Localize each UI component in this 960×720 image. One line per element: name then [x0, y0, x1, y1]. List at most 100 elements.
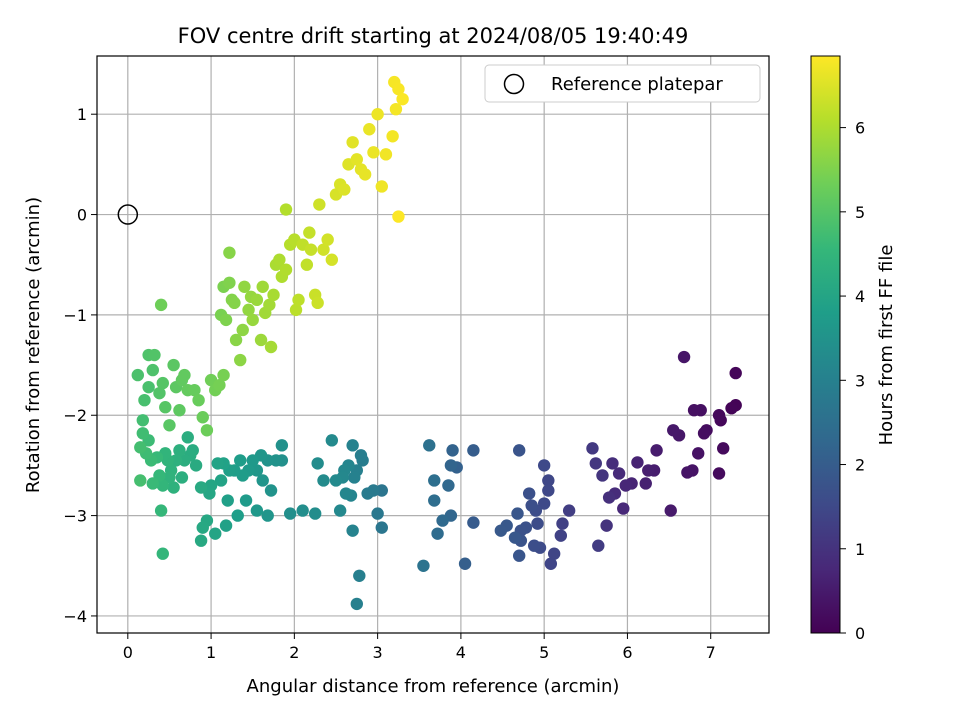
- data-point: [279, 263, 293, 276]
- data-point: [173, 404, 186, 417]
- data-point: [467, 444, 480, 457]
- data-point: [308, 507, 322, 520]
- data-point: [681, 466, 694, 479]
- data-point: [423, 439, 436, 452]
- data-point: [712, 409, 726, 422]
- data-point: [346, 524, 359, 537]
- colorbar-label: Hours from first FF file: [876, 245, 897, 446]
- data-point: [677, 350, 691, 364]
- data-point: [428, 494, 441, 507]
- data-point: [664, 504, 677, 517]
- y-tick-label: 1: [77, 105, 87, 124]
- data-point: [612, 467, 626, 480]
- data-point: [389, 102, 403, 116]
- data-point: [544, 557, 558, 570]
- data-point: [442, 479, 455, 492]
- data-point: [167, 481, 180, 494]
- data-point: [167, 358, 180, 372]
- data-point: [428, 474, 441, 487]
- data-point: [221, 494, 234, 507]
- data-point: [146, 363, 159, 377]
- data-point: [537, 459, 551, 472]
- data-point: [236, 323, 249, 337]
- chart-title: FOV centre drift starting at 2024/08/05 …: [178, 24, 689, 48]
- data-point: [228, 296, 241, 310]
- data-point: [547, 547, 561, 560]
- data-point: [223, 246, 236, 259]
- data-point: [602, 491, 616, 504]
- data-point: [178, 368, 191, 382]
- data-point: [729, 366, 742, 380]
- data-point: [189, 459, 203, 472]
- colorbar-ticks: 0 1 2 3 4 5 6: [840, 119, 865, 643]
- data-point: [392, 210, 405, 223]
- legend-box: [484, 64, 761, 103]
- data-point: [317, 474, 330, 487]
- data-point: [313, 198, 326, 211]
- data-point: [375, 521, 388, 534]
- data-point: [325, 434, 339, 447]
- data-point: [181, 431, 194, 444]
- data-point: [219, 313, 233, 327]
- colorbar: 0 1 2 3 4 5 6 Hours from first FF file: [810, 55, 897, 643]
- x-tick-label: 7: [706, 643, 716, 662]
- data-point: [619, 479, 632, 492]
- data-point: [229, 333, 243, 347]
- data-point: [592, 539, 605, 552]
- data-point: [339, 487, 353, 500]
- legend-label: Reference platepar: [551, 74, 723, 95]
- data-point: [606, 457, 619, 470]
- data-point: [194, 481, 208, 494]
- x-tick-label: 4: [456, 643, 466, 662]
- data-point: [375, 180, 388, 193]
- data-point: [250, 504, 264, 517]
- colorbar-tick-label: 5: [855, 203, 865, 222]
- data-point: [148, 348, 161, 362]
- data-point: [156, 479, 169, 492]
- data-point: [211, 457, 224, 470]
- data-point: [512, 549, 526, 562]
- legend-marker-circle: [503, 73, 525, 95]
- data-point: [639, 477, 652, 490]
- data-point: [556, 517, 569, 530]
- data-point: [188, 383, 201, 397]
- data-point: [525, 499, 538, 512]
- data-point: [717, 442, 730, 455]
- data-point: [134, 441, 147, 454]
- data-point: [467, 516, 480, 529]
- reference-marker: [117, 204, 139, 225]
- data-point: [146, 477, 159, 490]
- data-point: [175, 471, 189, 484]
- data-point: [250, 293, 264, 307]
- data-point: [196, 521, 209, 534]
- data-point: [392, 82, 405, 96]
- data-point: [264, 484, 278, 497]
- data-point: [692, 447, 705, 460]
- data-point: [586, 442, 599, 455]
- colorbar-tick-label: 3: [855, 371, 865, 390]
- colorbar-tick-label: 2: [855, 456, 865, 475]
- x-tick-label: 5: [539, 643, 549, 662]
- data-point: [273, 253, 286, 266]
- colorbar-gradient: [810, 55, 841, 634]
- data-point: [196, 411, 209, 424]
- data-point: [667, 424, 680, 437]
- data-point: [223, 276, 236, 289]
- data-point: [261, 509, 274, 522]
- data-point: [256, 474, 269, 487]
- y-tick-label: −1: [63, 306, 87, 325]
- data-point: [159, 401, 172, 414]
- y-tick-label: 0: [77, 206, 87, 225]
- data-point: [562, 504, 576, 517]
- data-point: [239, 494, 253, 507]
- y-tick-label: −2: [63, 406, 87, 425]
- data-point: [494, 524, 508, 537]
- gridlines: [97, 56, 769, 633]
- data-point: [311, 457, 324, 470]
- data-point: [348, 471, 361, 484]
- data-point: [138, 393, 151, 407]
- data-point: [256, 280, 269, 293]
- data-point: [531, 517, 544, 530]
- data-point: [542, 484, 555, 497]
